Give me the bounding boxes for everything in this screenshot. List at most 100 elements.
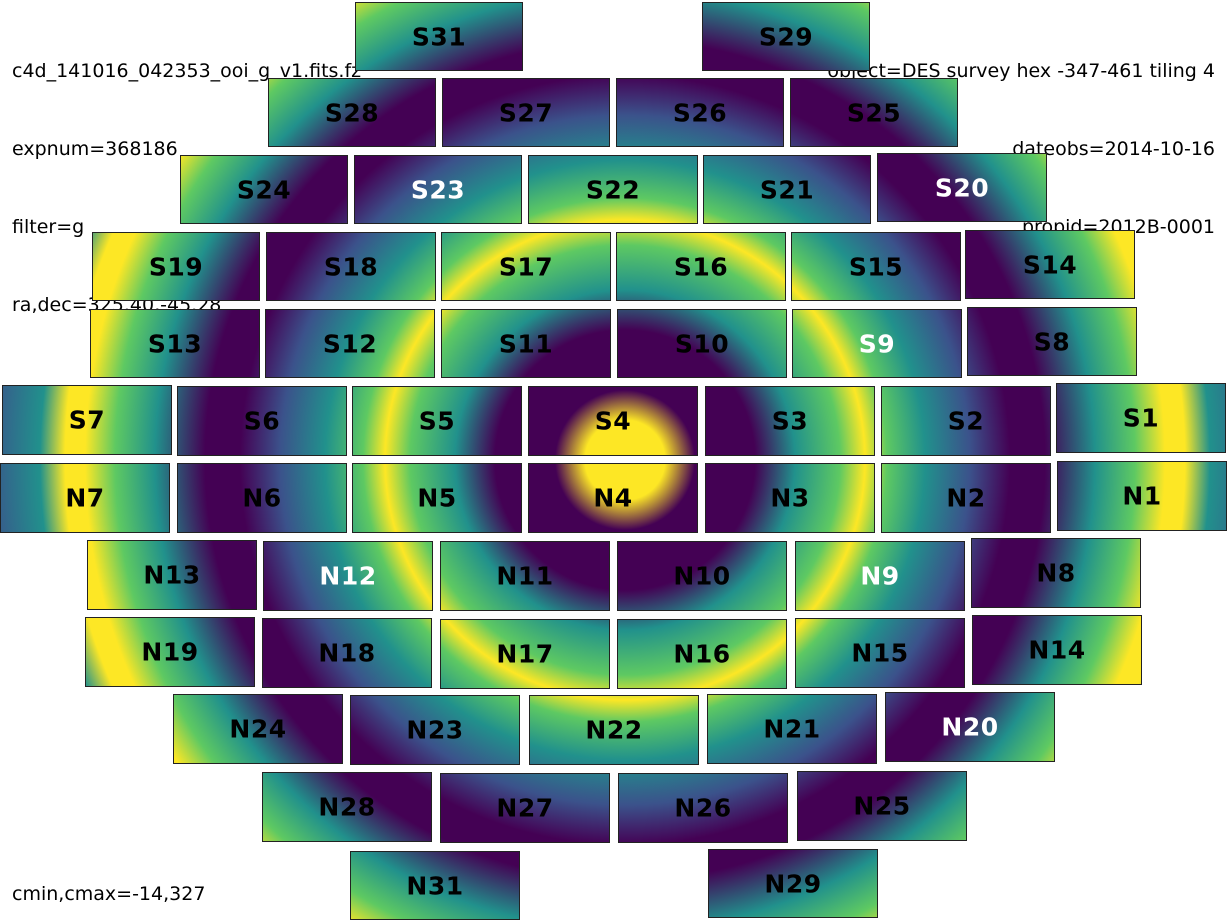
ccd-label: N21 xyxy=(763,714,821,744)
ccd-label: N6 xyxy=(242,483,282,513)
ccd-label: N23 xyxy=(406,715,464,745)
ccd-label: S3 xyxy=(771,406,809,436)
ccd-n15: N15 xyxy=(795,618,965,688)
ccd-label: S4 xyxy=(594,406,632,436)
filter-text: filter=g xyxy=(12,216,85,238)
ccd-s29: S29 xyxy=(702,2,870,71)
filename-text: c4d_141016_042353_ooi_g_v1.fits.fz xyxy=(12,60,362,82)
ccd-n3: N3 xyxy=(705,463,875,533)
ccd-label: N8 xyxy=(1036,558,1076,588)
ccd-n2: N2 xyxy=(881,463,1051,533)
ccd-label: N15 xyxy=(851,638,909,668)
ccd-n10: N10 xyxy=(617,541,787,611)
ccd-s20: S20 xyxy=(877,153,1047,222)
ccd-n4: N4 xyxy=(528,463,698,533)
ccd-label: N5 xyxy=(417,483,457,513)
ccd-label: N3 xyxy=(770,483,810,513)
ccd-label: S19 xyxy=(148,252,204,281)
ccd-label: N10 xyxy=(673,561,731,591)
ccd-label: S21 xyxy=(759,175,815,204)
ccd-n29: N29 xyxy=(708,849,878,918)
ccd-s22: S22 xyxy=(528,155,698,224)
ccd-n22: N22 xyxy=(529,695,699,765)
ccd-n6: N6 xyxy=(177,463,347,533)
ccd-n27: N27 xyxy=(440,773,610,843)
ccd-s25: S25 xyxy=(790,78,958,147)
ccd-n18: N18 xyxy=(262,618,432,688)
ccd-label: S9 xyxy=(858,329,896,358)
ccd-label: S29 xyxy=(758,22,814,51)
ccd-s21: S21 xyxy=(703,155,871,224)
ccd-label: N24 xyxy=(229,714,287,744)
ccd-n25: N25 xyxy=(797,771,967,841)
ccd-s3: S3 xyxy=(705,386,875,456)
ccd-label: N13 xyxy=(143,560,201,590)
ccd-label: S17 xyxy=(498,252,554,281)
ccd-label: S2 xyxy=(947,406,985,436)
ccd-s28: S28 xyxy=(268,78,436,147)
ccd-label: S15 xyxy=(848,252,904,281)
ccd-s12: S12 xyxy=(265,309,435,378)
ccd-n8: N8 xyxy=(971,538,1141,608)
ccd-s7: S7 xyxy=(2,385,172,455)
expnum-text: expnum=368186 xyxy=(12,138,178,160)
ccd-label: N28 xyxy=(318,792,376,822)
ccd-label: N17 xyxy=(496,639,554,669)
ccd-n7: N7 xyxy=(0,463,170,533)
ccd-s9: S9 xyxy=(792,309,962,378)
ccd-n26: N26 xyxy=(618,773,788,843)
ccd-label: S24 xyxy=(236,175,292,204)
ccd-label: S25 xyxy=(846,98,902,127)
ccd-label: S23 xyxy=(410,175,466,204)
ccd-label: N1 xyxy=(1122,481,1162,511)
ccd-label: S31 xyxy=(411,22,467,51)
ccd-label: S20 xyxy=(934,173,990,202)
ccd-s5: S5 xyxy=(352,386,522,456)
ccd-n20: N20 xyxy=(885,692,1055,762)
ccd-label: S1 xyxy=(1122,403,1160,433)
ccd-n9: N9 xyxy=(795,541,965,611)
ccd-label: N29 xyxy=(764,869,822,898)
ccd-label: S7 xyxy=(68,405,106,435)
ccd-label: S6 xyxy=(243,406,281,436)
ccd-s16: S16 xyxy=(616,232,786,301)
ccd-s17: S17 xyxy=(441,232,611,301)
ccd-label: N4 xyxy=(593,483,633,513)
ccd-label: N25 xyxy=(853,791,911,821)
ccd-s31: S31 xyxy=(355,2,523,71)
ccd-s15: S15 xyxy=(791,232,961,301)
ccd-n1: N1 xyxy=(1057,461,1227,531)
ccd-label: S12 xyxy=(322,329,378,358)
ccd-label: S16 xyxy=(673,252,729,281)
ccd-s18: S18 xyxy=(266,232,436,301)
ccd-s26: S26 xyxy=(616,78,784,147)
ccd-n23: N23 xyxy=(350,695,520,765)
dateobs-text: dateobs=2014-10-16 xyxy=(1012,138,1215,160)
ccd-n11: N11 xyxy=(440,541,610,611)
ccd-n16: N16 xyxy=(617,619,787,689)
ccd-label: S22 xyxy=(585,175,641,204)
ccd-s24: S24 xyxy=(180,155,348,224)
ccd-n24: N24 xyxy=(173,694,343,764)
ccd-s13: S13 xyxy=(90,309,260,378)
ccd-label: S13 xyxy=(147,329,203,358)
ccd-s14: S14 xyxy=(965,230,1135,299)
ccd-label: S26 xyxy=(672,98,728,127)
ccd-label: N18 xyxy=(318,638,376,668)
ccd-s19: S19 xyxy=(92,232,260,301)
ccd-label: N19 xyxy=(141,637,199,667)
header-right: object=DES survey hex -347-461 tiling 4 … xyxy=(827,6,1215,266)
object-text: object=DES survey hex -347-461 tiling 4 xyxy=(827,60,1215,82)
ccd-s6: S6 xyxy=(177,386,347,456)
ccd-label: N22 xyxy=(585,715,643,745)
ccd-n12: N12 xyxy=(263,541,433,611)
ccd-label: N31 xyxy=(406,871,464,900)
ccd-label: N12 xyxy=(319,561,377,591)
ccd-n17: N17 xyxy=(440,619,610,689)
ccd-label: N26 xyxy=(674,793,732,823)
ccd-label: S27 xyxy=(498,98,554,127)
ccd-label: S5 xyxy=(418,406,456,436)
ccd-s11: S11 xyxy=(441,309,611,378)
ccd-label: N14 xyxy=(1028,635,1086,665)
header-left: c4d_141016_042353_ooi_g_v1.fits.fz expnu… xyxy=(12,6,361,344)
